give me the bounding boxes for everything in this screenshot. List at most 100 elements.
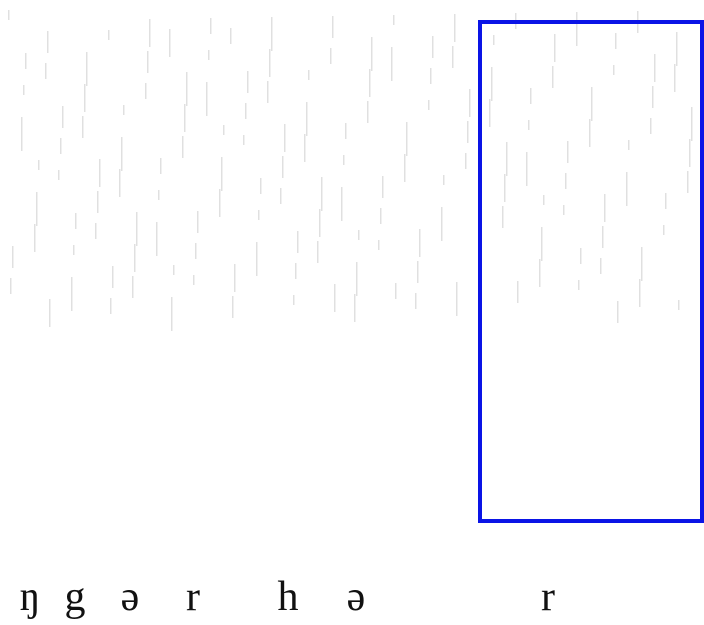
noise-streak bbox=[395, 283, 397, 299]
noise-streak bbox=[504, 174, 506, 202]
noise-streak bbox=[676, 32, 678, 66]
noise-streak bbox=[34, 224, 36, 252]
noise-streak bbox=[356, 262, 358, 296]
noise-streak bbox=[567, 141, 569, 163]
noise-streak bbox=[197, 211, 199, 233]
energy-band bbox=[175, 370, 225, 470]
noise-streak bbox=[626, 172, 628, 206]
energy-layer bbox=[0, 90, 690, 528]
noise-streak bbox=[430, 68, 432, 84]
noise-streak bbox=[343, 155, 345, 165]
noise-streak bbox=[591, 87, 593, 121]
noise-streak bbox=[613, 65, 615, 75]
noise-streak bbox=[75, 213, 77, 229]
noise-streak bbox=[565, 173, 567, 189]
noise-streak bbox=[145, 83, 147, 99]
noise-streak bbox=[371, 37, 373, 71]
noise-streak bbox=[600, 258, 602, 274]
phoneme-label: g bbox=[65, 574, 86, 620]
noise-streak bbox=[195, 243, 197, 259]
noise-streak bbox=[158, 190, 160, 200]
noise-streak bbox=[419, 229, 421, 257]
noise-streak bbox=[493, 35, 495, 45]
spectrogram bbox=[0, 10, 693, 528]
noise-streak bbox=[330, 48, 332, 64]
noise-streak bbox=[295, 263, 297, 279]
noise-streak bbox=[541, 227, 543, 261]
noise-streak bbox=[60, 138, 62, 154]
noise-streak bbox=[526, 152, 528, 186]
noise-streak bbox=[382, 176, 384, 198]
noise-streak bbox=[58, 170, 60, 180]
noise-streak bbox=[134, 244, 136, 272]
noise-streak bbox=[160, 158, 162, 174]
noise-streak bbox=[321, 177, 323, 211]
noise-streak bbox=[317, 241, 319, 263]
noise-streak bbox=[45, 63, 47, 79]
noise-streak bbox=[110, 298, 112, 314]
noise-streak bbox=[156, 222, 158, 256]
noise-streak bbox=[443, 175, 445, 185]
noise-streak bbox=[206, 82, 208, 116]
noise-streak bbox=[84, 84, 86, 112]
energy-band bbox=[190, 236, 370, 280]
noise-streak bbox=[465, 153, 467, 169]
noise-streak bbox=[121, 137, 123, 171]
noise-streak bbox=[491, 67, 493, 101]
noise-streak bbox=[210, 18, 212, 34]
energy-band bbox=[150, 505, 250, 525]
noise-streak bbox=[341, 187, 343, 221]
noise-streak bbox=[654, 54, 656, 82]
noise-streak bbox=[415, 293, 417, 309]
noise-streak bbox=[169, 29, 171, 57]
noise-streak bbox=[578, 280, 580, 290]
noise-streak bbox=[269, 49, 271, 77]
energy-band bbox=[5, 435, 75, 465]
noise-streak bbox=[184, 104, 186, 132]
noise-streak bbox=[441, 207, 443, 241]
noise-streak bbox=[36, 192, 38, 226]
noise-streak bbox=[258, 210, 260, 220]
noise-streak bbox=[208, 50, 210, 60]
noise-streak bbox=[639, 279, 641, 307]
noise-streak bbox=[489, 99, 491, 127]
noise-streak bbox=[147, 51, 149, 73]
energy-band bbox=[380, 512, 460, 528]
noise-streak bbox=[284, 124, 286, 152]
phoneme-label: ŋ bbox=[20, 574, 41, 620]
noise-streak bbox=[502, 206, 504, 228]
noise-streak bbox=[25, 53, 27, 69]
phoneme-label: ə bbox=[121, 574, 140, 620]
noise-streak bbox=[234, 264, 236, 292]
noise-streak bbox=[539, 259, 541, 287]
noise-streak bbox=[171, 297, 173, 331]
noise-streak bbox=[132, 276, 134, 298]
noise-streak bbox=[652, 86, 654, 108]
noise-streak bbox=[589, 119, 591, 147]
noise-streak bbox=[21, 117, 23, 151]
noise-streak bbox=[602, 226, 604, 248]
noise-streak bbox=[243, 135, 245, 145]
noise-streak bbox=[97, 191, 99, 213]
noise-streak bbox=[691, 107, 693, 141]
noise-streak bbox=[319, 209, 321, 237]
noise-streak bbox=[432, 36, 434, 58]
noise-streak bbox=[119, 169, 121, 197]
noise-streak bbox=[186, 72, 188, 106]
noise-streak bbox=[306, 102, 308, 136]
noise-streak bbox=[260, 178, 262, 194]
noise-streak bbox=[665, 193, 667, 209]
noise-streak bbox=[219, 189, 221, 217]
selection-box bbox=[478, 20, 704, 523]
noise-streak bbox=[136, 212, 138, 246]
noise-streak bbox=[332, 16, 334, 38]
noise-streak bbox=[247, 71, 249, 93]
noise-streak bbox=[71, 277, 73, 311]
noise-streak bbox=[650, 118, 652, 134]
noise-streak bbox=[86, 52, 88, 86]
noise-streak bbox=[245, 103, 247, 119]
noise-streak bbox=[380, 208, 382, 224]
noise-streak bbox=[452, 46, 454, 68]
noise-streak bbox=[617, 301, 619, 323]
noise-streak bbox=[687, 171, 689, 193]
